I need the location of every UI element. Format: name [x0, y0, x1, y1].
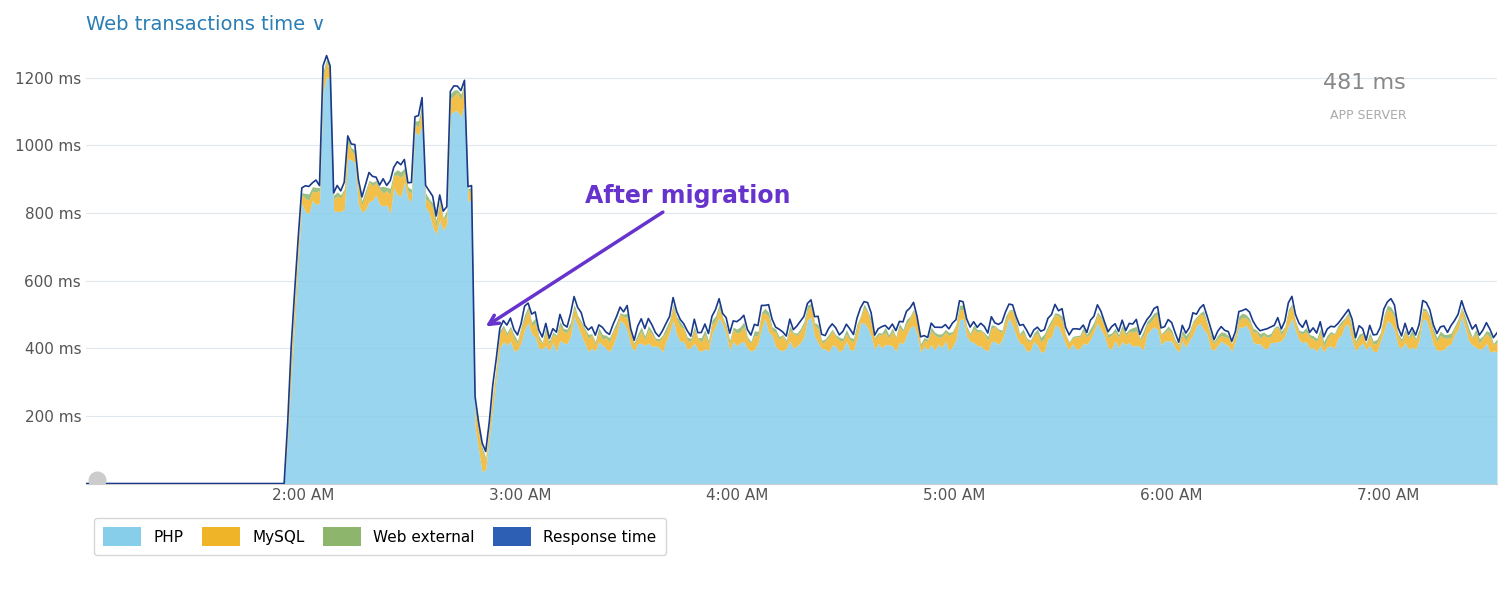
Text: After migration: After migration: [488, 184, 791, 324]
Text: Web transactions time ∨: Web transactions time ∨: [86, 15, 325, 34]
Legend: PHP, MySQL, Web external, Response time: PHP, MySQL, Web external, Response time: [94, 518, 665, 555]
Text: 481 ms: 481 ms: [1323, 73, 1406, 93]
Text: APP SERVER: APP SERVER: [1329, 109, 1406, 122]
